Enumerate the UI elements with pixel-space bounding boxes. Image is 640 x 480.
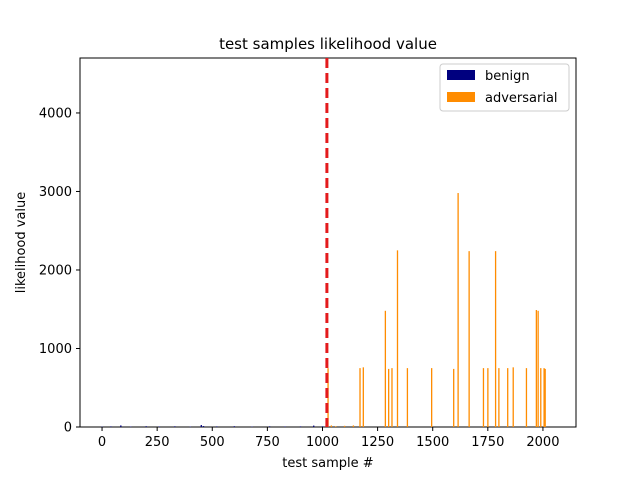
bar-benign-10 [216, 426, 218, 427]
bar-benign-16 [313, 425, 315, 427]
bar-adversarial-22 [525, 368, 528, 427]
x-tick-label: 1750 [471, 435, 504, 450]
bar-benign-13 [268, 426, 271, 427]
x-axis-label: test sample # [282, 456, 373, 471]
plot-area [79, 57, 577, 428]
x-tick-label: 250 [145, 435, 170, 450]
x-tick-label: 500 [200, 435, 225, 450]
y-axis-ticks: 0 1000 2000 3000 4000 [39, 106, 80, 436]
y-tick-label: 4000 [39, 106, 72, 121]
bar-adversarial-23 [535, 310, 538, 427]
chart-title: test samples likelihood value [219, 35, 437, 53]
y-tick-label: 1000 [39, 342, 72, 357]
y-axis-label: likelihood value [14, 192, 29, 294]
bar-adversarial-19 [498, 368, 500, 427]
bar-adversarial-4 [352, 425, 355, 427]
bar-adversarial-3 [343, 425, 346, 427]
bar-adversarial-18 [494, 251, 497, 427]
bar-adversarial-25 [540, 368, 542, 427]
bar-adversarial-15 [468, 251, 470, 427]
legend-label-benign: benign [485, 69, 530, 84]
bar-benign-0 [101, 426, 103, 428]
x-axis-ticks: 0 250 500 750 1000 1250 1500 1750 2000 [98, 427, 559, 450]
bar-benign-2 [120, 425, 122, 427]
bar-adversarial-1 [330, 425, 333, 427]
bar-benign-4 [145, 426, 147, 427]
bar-adversarial-26 [543, 368, 545, 427]
y-tick-label: 2000 [39, 263, 72, 278]
x-tick-label: 750 [255, 435, 280, 450]
bar-adversarial-13 [453, 368, 455, 427]
bar-adversarial-10 [396, 250, 399, 427]
y-tick-label: 0 [64, 421, 72, 436]
legend-swatch-benign [447, 70, 475, 80]
bar-adversarial-27 [544, 368, 546, 427]
bar-benign-8 [200, 425, 202, 427]
bar-adversarial-20 [507, 368, 509, 427]
x-tick-label: 1000 [306, 435, 339, 450]
bar-benign-6 [174, 426, 176, 427]
bar-adversarial-14 [457, 193, 459, 427]
bar-adversarial-24 [537, 310, 539, 427]
bar-adversarial-16 [482, 368, 485, 427]
bar-adversarial-7 [384, 310, 387, 427]
legend-swatch-adversarial [447, 92, 475, 102]
bar-adversarial-6 [362, 367, 364, 427]
bar-benign-7 [189, 426, 191, 428]
legend: benign adversarial [439, 63, 570, 112]
bars-group [101, 193, 546, 428]
x-tick-label: 1500 [416, 435, 449, 450]
bar-benign-9 [202, 426, 205, 427]
bar-adversarial-12 [431, 368, 433, 427]
bar-adversarial-9 [391, 368, 393, 427]
bar-benign-5 [158, 426, 161, 427]
bar-benign-1 [110, 426, 112, 427]
bar-adversarial-11 [406, 368, 409, 427]
bar-benign-17 [321, 426, 324, 427]
bar-adversarial-17 [487, 368, 489, 427]
bar-benign-14 [284, 426, 286, 427]
x-tick-label: 0 [98, 435, 106, 450]
y-tick-label: 3000 [39, 185, 72, 200]
x-tick-label: 1250 [361, 435, 394, 450]
bar-benign-12 [251, 426, 253, 428]
bar-benign-15 [299, 426, 302, 427]
bar-benign-3 [130, 426, 132, 428]
bar-adversarial-8 [388, 368, 390, 427]
bar-benign-11 [233, 426, 236, 427]
bar-adversarial-2 [335, 426, 337, 427]
x-tick-label: 2000 [526, 435, 559, 450]
legend-label-adversarial: adversarial [485, 91, 558, 106]
bar-adversarial-21 [512, 367, 514, 427]
bar-adversarial-5 [359, 368, 361, 427]
